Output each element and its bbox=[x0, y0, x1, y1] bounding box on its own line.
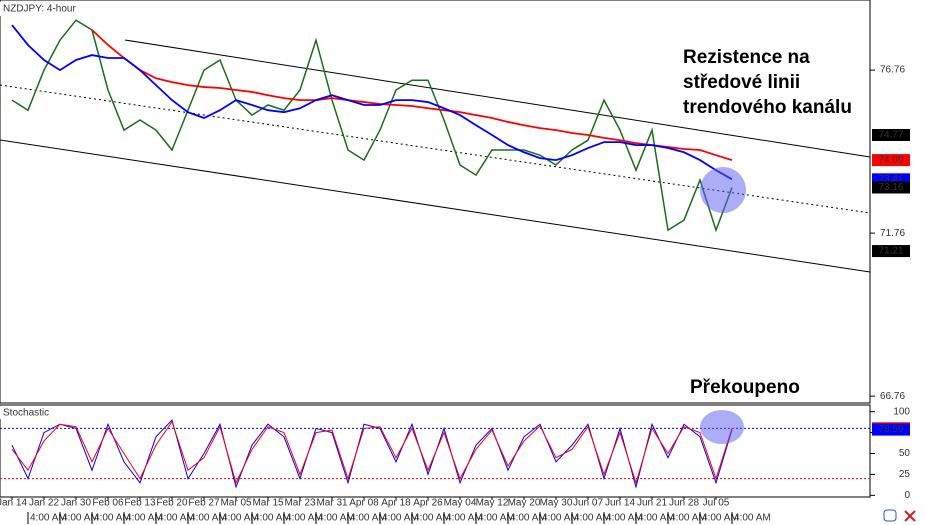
time-label: 4:00 AM bbox=[30, 513, 67, 524]
price-marker-label: 78.59 bbox=[878, 424, 903, 435]
time-label: 4:00 AM bbox=[350, 513, 387, 524]
x-tick-label: Mar 05 bbox=[220, 498, 252, 509]
price-marker-label: 73.41 bbox=[878, 174, 903, 185]
x-tick-label: May 04 bbox=[444, 498, 477, 509]
highlight-circle bbox=[700, 410, 744, 444]
time-label: 4:00 AM bbox=[478, 513, 515, 524]
y-tick-label: 100 bbox=[893, 406, 910, 417]
channel-upper bbox=[124, 39, 871, 158]
x-tick-label: May 12 bbox=[476, 498, 509, 509]
channel-lower bbox=[0, 139, 871, 273]
time-label: 4:00 AM bbox=[446, 513, 483, 524]
price-marker bbox=[872, 181, 910, 194]
y-tick-label: 25 bbox=[899, 469, 911, 480]
price-marker-label: 74.77 bbox=[878, 130, 903, 141]
price-marker bbox=[872, 423, 910, 436]
x-tick-label: Feb 06 bbox=[92, 498, 124, 509]
time-label: 4:00 AM bbox=[638, 513, 675, 524]
x-tick-label: Mar 31 bbox=[316, 498, 348, 509]
time-label: 4:00 AM bbox=[414, 513, 451, 524]
x-tick-label: Jun 28 bbox=[669, 498, 699, 509]
x-tick-label: Apr 08 bbox=[349, 498, 379, 509]
y-tick-label: 71.76 bbox=[880, 228, 905, 239]
time-label: 4:00 AM bbox=[670, 513, 707, 524]
chart-title: NZDJPY: 4-hour bbox=[3, 4, 76, 15]
time-label: 4:00 AM bbox=[190, 513, 227, 524]
time-label: 4:00 AM bbox=[62, 513, 99, 524]
x-tick-label: Feb 20 bbox=[156, 498, 188, 509]
x-tick-label: Apr 26 bbox=[413, 498, 443, 509]
time-label: 4:00 AM bbox=[286, 513, 323, 524]
price-marker bbox=[872, 128, 910, 141]
y-tick-label: 50 bbox=[899, 448, 911, 459]
time-label: 4:00 AM bbox=[318, 513, 355, 524]
x-tick-label: Mar 23 bbox=[284, 498, 316, 509]
stoch-title-bg bbox=[0, 406, 44, 419]
x-tick-label: Apr 18 bbox=[381, 498, 411, 509]
x-tick-label: Feb 27 bbox=[188, 498, 220, 509]
time-label: 4:00 AM bbox=[126, 513, 163, 524]
stochastic-title: Stochastic bbox=[3, 408, 49, 419]
icon[interactable] bbox=[883, 509, 897, 522]
time-label: 4:00 AM bbox=[94, 513, 131, 524]
x-tick-label: Jul 05 bbox=[703, 498, 730, 509]
annotation: středové linii bbox=[683, 72, 800, 93]
x-tick-label: Jun 07 bbox=[573, 498, 603, 509]
x-tick-label: Jan 30 bbox=[61, 498, 91, 509]
price-marker-label: 71.21 bbox=[878, 246, 903, 257]
x-tick-label: Jan 14 bbox=[0, 498, 27, 509]
time-label: 4:00 AM bbox=[574, 513, 611, 524]
price-marker-label: 73.16 bbox=[878, 182, 903, 193]
x-tick-label: May 20 bbox=[508, 498, 541, 509]
time-label: 4:00 AM bbox=[606, 513, 643, 524]
time-label: 4:00 AM bbox=[158, 513, 195, 524]
annotation: Překoupeno bbox=[690, 377, 800, 398]
y-tick-label: 66.76 bbox=[880, 391, 905, 402]
x-tick-label: Jan 22 bbox=[29, 498, 59, 509]
icon[interactable] bbox=[904, 510, 916, 522]
x-tick-label: May 30 bbox=[540, 498, 573, 509]
time-label: 4:00 AM bbox=[542, 513, 579, 524]
series-line bbox=[11, 420, 733, 485]
title-bg bbox=[0, 2, 78, 16]
price-marker-label: 74.00 bbox=[878, 155, 903, 166]
annotation: trendového kanálu bbox=[683, 97, 852, 118]
series-line bbox=[11, 19, 733, 233]
time-label: 4:00 AM bbox=[254, 513, 291, 524]
x-tick-label: Jun 21 bbox=[637, 498, 667, 509]
time-label: 4:00 AM bbox=[382, 513, 419, 524]
price-marker bbox=[872, 245, 910, 258]
time-label: 4:00 AM bbox=[702, 513, 739, 524]
annotation: Rezistence na bbox=[683, 47, 810, 68]
x-tick-label: Mar 15 bbox=[252, 498, 284, 509]
highlight-circle bbox=[700, 167, 746, 213]
series-line bbox=[11, 24, 733, 181]
price-marker bbox=[872, 154, 910, 167]
channel-middle bbox=[0, 84, 871, 214]
time-label: 4:00 AM bbox=[734, 513, 771, 524]
series-line bbox=[91, 29, 733, 161]
time-label: 4:00 AM bbox=[222, 513, 259, 524]
time-label: 4:00 AM bbox=[510, 513, 547, 524]
x-tick-label: Feb 13 bbox=[124, 498, 156, 509]
x-tick-label: Jun 14 bbox=[605, 498, 635, 509]
y-tick-label: 76.76 bbox=[880, 65, 905, 76]
y-tick-label: 0 bbox=[904, 490, 910, 501]
